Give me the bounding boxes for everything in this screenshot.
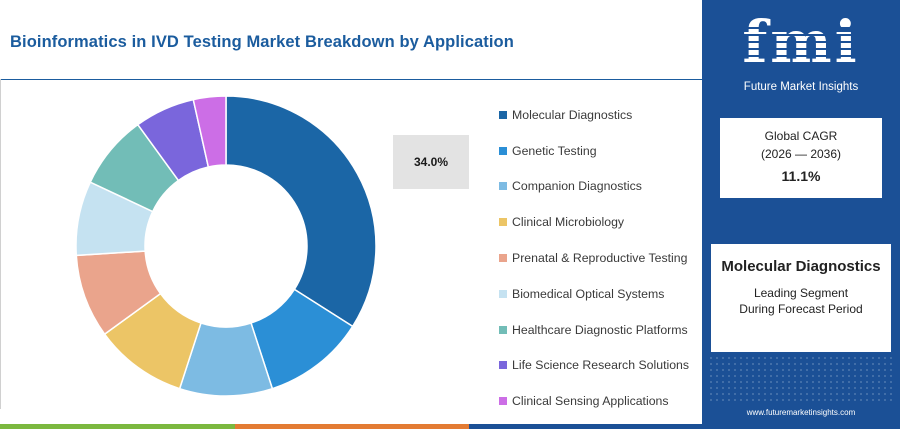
cagr-label: Global CAGR	[764, 129, 838, 143]
legend-item-clinical-microbiology: Clinical Microbiology	[499, 204, 689, 240]
legend-swatch	[499, 289, 507, 298]
legend-item-prenatal-reproductive-testing: Prenatal & Reproductive Testing	[499, 240, 689, 276]
legend-swatch	[499, 254, 507, 263]
legend-swatch	[499, 397, 507, 406]
legend-swatch	[499, 361, 507, 370]
legend-item-biomedical-optical-systems: Biomedical Optical Systems	[499, 276, 689, 312]
legend-label: Biomedical Optical Systems	[512, 286, 665, 301]
leading-segment-card: Molecular Diagnostics Leading Segment Du…	[711, 244, 891, 352]
slice-clinical-sensing-applications	[192, 95, 227, 168]
legend-label: Companion Diagnostics	[512, 179, 642, 194]
leading-segment-subtitle: Leading Segment During Forecast Period	[711, 285, 891, 317]
legend-swatch	[499, 146, 507, 155]
legend-swatch	[499, 218, 507, 227]
legend-item-companion-diagnostics: Companion Diagnostics	[499, 169, 689, 205]
highlight-value: 34.0%	[413, 155, 449, 169]
legend-label: Clinical Microbiology	[512, 215, 625, 230]
slice-molecular-diagnostics	[225, 95, 377, 328]
legend-label: Prenatal & Reproductive Testing	[512, 251, 688, 266]
legend-label: Clinical Sensing Applications	[512, 394, 669, 409]
leading-segment-name: Molecular Diagnostics	[721, 258, 881, 275]
leading-segment-subtitle-line1: Leading Segment	[753, 286, 849, 300]
legend-item-life-science-research-solutions: Life Science Research Solutions	[499, 348, 689, 384]
chart-panel: Bioinformatics in IVD Testing Market Bre…	[0, 33, 702, 419]
highlight-value-box: 34.0%	[393, 135, 469, 189]
chart-legend: Molecular Diagnostics Genetic Testing Comp…	[499, 97, 689, 419]
cagr-card: Global CAGR (2026 — 2036) 11.1%	[720, 118, 882, 198]
fmi-logo: fmi	[742, 8, 860, 76]
legend-swatch	[499, 325, 507, 334]
legend-label: Genetic Testing	[512, 143, 597, 158]
bottom-accent-orange	[235, 424, 469, 429]
title-divider	[0, 79, 702, 80]
legend-swatch	[499, 110, 507, 119]
legend-item-clinical-sensing-applications: Clinical Sensing Applications	[499, 383, 689, 419]
bottom-accent-blue	[469, 424, 702, 429]
legend-label: Healthcare Diagnostic Platforms	[512, 322, 688, 337]
leading-segment-subtitle-line2: During Forecast Period	[739, 302, 863, 316]
panel-edge	[0, 79, 1, 409]
dotted-map-pattern	[708, 355, 894, 405]
legend-item-healthcare-diagnostic-platforms: Healthcare Diagnostic Platforms	[499, 312, 689, 348]
logo-subtitle: Future Market Insights	[743, 81, 859, 93]
chart-title: Bioinformatics in IVD Testing Market Bre…	[10, 33, 514, 51]
cagr-period: (2026 — 2036)	[760, 147, 842, 161]
legend-item-genetic-testing: Genetic Testing	[499, 133, 689, 169]
bottom-accent-green	[0, 424, 235, 429]
legend-item-molecular-diagnostics: Molecular Diagnostics	[499, 97, 689, 133]
legend-swatch	[499, 182, 507, 191]
legend-label: Molecular Diagnostics	[512, 107, 633, 122]
legend-label: Life Science Research Solutions	[512, 358, 690, 373]
website-url[interactable]: www.futuremarketinsights.com	[746, 408, 856, 417]
brand-panel: fmi Future Market Insights Global CAGR (…	[702, 0, 900, 429]
donut-chart	[75, 95, 377, 397]
cagr-value: 11.1%	[781, 168, 821, 184]
